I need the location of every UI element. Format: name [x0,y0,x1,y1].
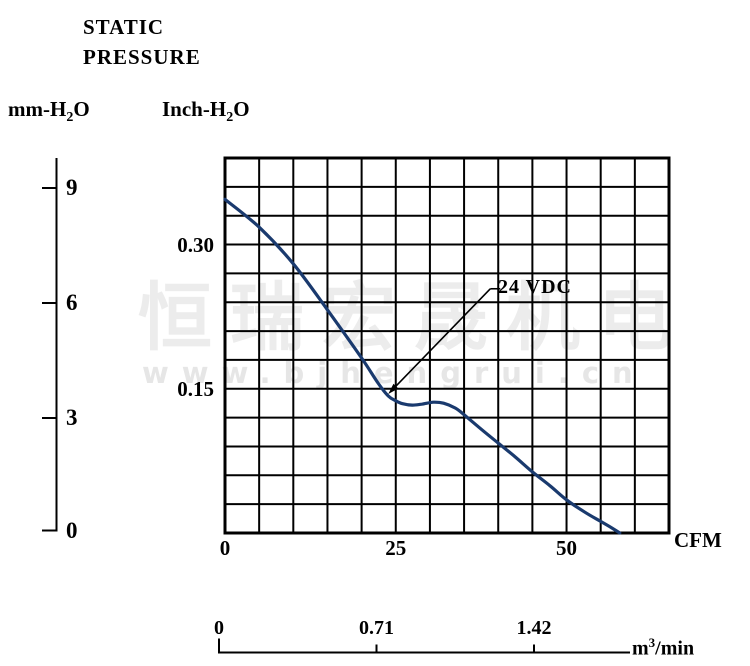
m3-tick-label-0.71: 0.71 [359,617,394,639]
x-axis-unit-m3min: m3/min [632,635,695,660]
m3-tick-label-0: 0 [214,617,224,639]
grid-border [223,156,671,535]
y-axis-unit-mm-h2o: mm-H2O [8,97,90,126]
y-axis-unit-inch-h2o: Inch-H2O [162,97,250,126]
watermark-chinese-text: 恒瑞宏晟机电 [138,275,690,361]
mm-tick-label-6: 6 [66,290,78,315]
annotation-leader-line [393,288,491,389]
inch-tick-label-0.15: 0.15 [177,376,214,401]
m3-tick-label-1.42: 1.42 [516,617,552,639]
inch-tick-label-0.30: 0.30 [177,232,214,257]
chart-title-line2: PRESSURE [83,45,201,69]
mm-tick-label-9: 9 [66,175,78,200]
pressure-curve-24vdc [223,197,622,535]
cfm-tick-label-50: 50 [556,536,578,560]
cfm-tick-label-0: 0 [219,536,231,560]
annotation-arrowhead [388,383,399,395]
cfm-tick-label-25: 25 [385,536,407,560]
chart-title-line1: STATIC [83,15,165,39]
chart-title: STATIC PRESSURE [83,12,201,72]
curve-annotation-label: 24 VDC [498,276,572,298]
mm-tick-label-0: 0 [66,517,78,543]
mm-tick-label-3: 3 [66,405,78,430]
x-axis-unit-cfm: CFM [674,528,722,552]
